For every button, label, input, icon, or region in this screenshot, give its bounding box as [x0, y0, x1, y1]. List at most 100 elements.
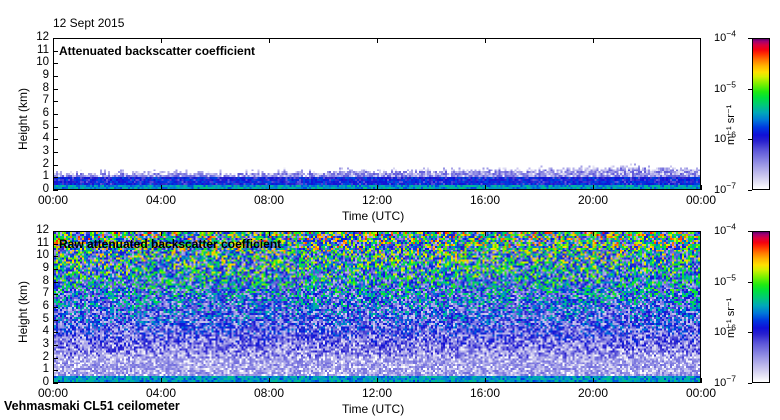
- x-tick-mark: [161, 378, 162, 383]
- x-axis-label-bottom: Time (UTC): [342, 402, 405, 416]
- colorbar-tick-mark: [748, 383, 752, 384]
- x-tick-label: 12:00: [361, 193, 393, 207]
- x-tick-mark-top: [269, 231, 270, 236]
- panel-title-raw-attenuated-backscatter: Raw attenuated backscatter coefficient: [59, 237, 282, 251]
- y-axis-label-bottom: Height (km): [16, 280, 30, 343]
- x-tick-mark: [161, 185, 162, 190]
- colorbar-tick-label: 10−7: [714, 373, 736, 389]
- y-tick-label: 6: [42, 300, 49, 312]
- x-tick-mark: [593, 185, 594, 190]
- y-tick-mark: [53, 294, 58, 296]
- y-tick-label: 3: [42, 145, 49, 157]
- y-tick-label: 3: [42, 338, 49, 350]
- x-tick-mark: [53, 378, 54, 383]
- y-tick-mark: [53, 177, 58, 179]
- y-tick-label: 4: [42, 325, 49, 338]
- y-tick-label: 0: [42, 183, 49, 195]
- y-tick-label: 10: [36, 249, 49, 262]
- y-tick-label: 4: [42, 132, 49, 145]
- colorbar-tick-label: 10−5: [714, 79, 736, 95]
- y-tick-mark: [53, 231, 58, 232]
- colorbar-tick-label: 10−4: [714, 28, 736, 44]
- x-tick-mark: [485, 378, 486, 383]
- panel-title-attenuated-backscatter: Attenuated backscatter coefficient: [59, 44, 256, 58]
- x-tick-mark: [593, 378, 594, 383]
- x-tick-label: 08:00: [253, 193, 285, 207]
- y-tick-mark: [53, 345, 58, 346]
- y-tick-mark: [53, 383, 58, 384]
- plot-area-raw-attenuated-backscatter[interactable]: [53, 231, 701, 383]
- x-tick-mark-top: [377, 38, 378, 43]
- y-tick-label: 7: [42, 287, 49, 300]
- y-tick-mark: [53, 307, 58, 308]
- date-label: 12 Sept 2015: [53, 16, 125, 30]
- x-tick-mark-top: [161, 231, 162, 236]
- x-tick-mark-top: [161, 38, 162, 43]
- y-tick-mark: [53, 332, 58, 334]
- y-tick-label: 9: [42, 262, 49, 274]
- x-tick-label: 08:00: [253, 386, 285, 400]
- colorbar-tick-label: 10−5: [714, 272, 736, 288]
- x-tick-mark-top: [593, 231, 594, 236]
- footer-instrument-label: Vehmasmaki CL51 ceilometer: [4, 399, 180, 413]
- y-tick-label: 10: [36, 56, 49, 69]
- colorbar-tick-mark: [748, 38, 752, 39]
- x-tick-mark: [377, 378, 378, 383]
- y-tick-mark: [53, 256, 58, 258]
- y-tick-mark: [53, 243, 58, 245]
- colorbar-tick-label: 10−4: [714, 221, 736, 237]
- x-tick-label: 16:00: [469, 193, 501, 207]
- x-tick-label: 00:00: [685, 386, 717, 400]
- colorbar-tick-label: 10−6: [714, 322, 736, 339]
- y-tick-mark: [53, 370, 58, 372]
- x-tick-label: 04:00: [145, 386, 177, 400]
- x-tick-label: 04:00: [145, 193, 177, 207]
- y-tick-label: 6: [42, 107, 49, 119]
- colorbar-tick-label: 10−7: [714, 180, 736, 196]
- y-tick-label: 1: [42, 170, 49, 183]
- colorbar-tick-mark: [748, 281, 752, 283]
- y-tick-mark: [53, 114, 58, 115]
- x-tick-label: 16:00: [469, 386, 501, 400]
- y-tick-label: 8: [42, 81, 49, 94]
- x-tick-mark: [701, 378, 702, 383]
- y-tick-mark: [53, 126, 58, 128]
- y-tick-mark: [53, 164, 58, 166]
- x-tick-label: 12:00: [361, 386, 393, 400]
- y-tick-mark: [53, 152, 58, 153]
- y-tick-label: 5: [42, 119, 49, 132]
- y-tick-mark: [53, 139, 58, 141]
- y-tick-label: 0: [42, 376, 49, 388]
- x-tick-mark: [269, 185, 270, 190]
- x-tick-label: 20:00: [577, 386, 609, 400]
- y-tick-mark: [53, 357, 58, 359]
- y-tick-mark: [53, 101, 58, 103]
- y-tick-mark: [53, 319, 58, 321]
- y-tick-label: 12: [36, 224, 49, 236]
- colorbar-gradient-top: [752, 38, 770, 190]
- x-tick-mark-top: [377, 231, 378, 236]
- y-tick-label: 11: [37, 236, 49, 249]
- y-tick-label: 9: [42, 69, 49, 81]
- y-tick-label: 2: [42, 350, 49, 363]
- y-tick-label: 7: [42, 94, 49, 107]
- y-tick-mark: [53, 76, 58, 77]
- y-tick-label: 2: [42, 157, 49, 170]
- y-tick-mark: [53, 281, 58, 283]
- x-tick-label: 00:00: [37, 193, 69, 207]
- x-tick-mark-top: [485, 38, 486, 43]
- x-tick-mark: [269, 378, 270, 383]
- x-axis-label-top: Time (UTC): [342, 209, 405, 223]
- y-tick-label: 1: [42, 363, 49, 376]
- y-tick-mark: [53, 63, 58, 65]
- y-tick-label: 5: [42, 312, 49, 325]
- colorbar-tick-mark: [748, 88, 752, 90]
- plot-area-attenuated-backscatter[interactable]: [53, 38, 701, 190]
- colorbar-tick-mark: [748, 332, 752, 334]
- colorbar-gradient-bottom: [752, 231, 770, 383]
- x-tick-label: 20:00: [577, 193, 609, 207]
- colorbar-tick-label: 10−6: [714, 129, 736, 146]
- y-tick-mark: [53, 50, 58, 52]
- x-tick-label: 00:00: [685, 193, 717, 207]
